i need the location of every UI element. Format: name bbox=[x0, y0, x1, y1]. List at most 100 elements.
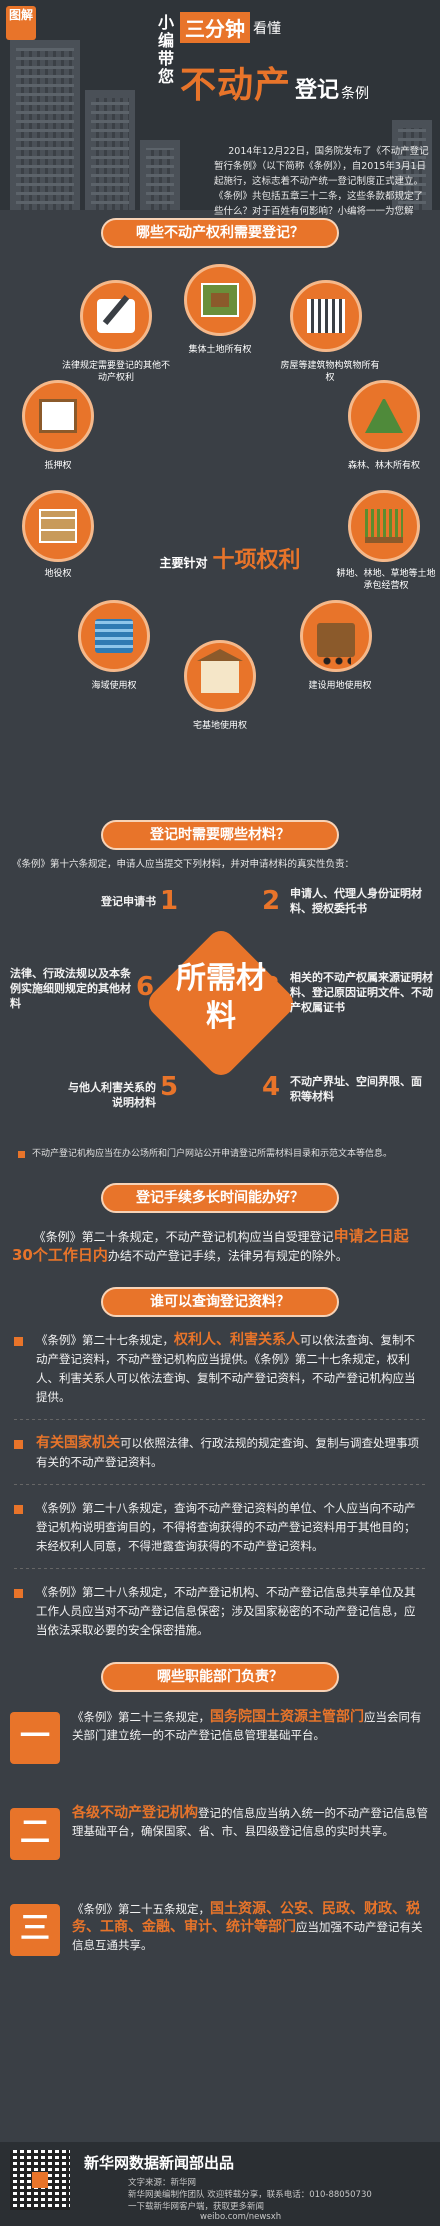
footer-title: 新华网数据新闻部出品 bbox=[84, 2154, 235, 2172]
right-circle bbox=[348, 380, 420, 452]
bullet-icon bbox=[14, 1440, 23, 1449]
grass-icon bbox=[365, 509, 403, 543]
divider bbox=[14, 1568, 426, 1569]
right-circle bbox=[184, 264, 256, 336]
department-number: 一 bbox=[10, 1712, 60, 1764]
right-label: 法律规定需要登记的其他不动产权利 bbox=[61, 361, 170, 383]
bullet-icon bbox=[18, 1151, 25, 1158]
weibo-link[interactable]: weibo.com/newsxh bbox=[200, 2212, 282, 2222]
building-icon bbox=[85, 90, 135, 210]
title-line-2: 不动产 登记 条例 bbox=[180, 56, 369, 108]
right-label: 森林、林木所有权 bbox=[347, 461, 420, 471]
material-text: 相关的不动产权属来源证明材料、登记原因证明文件、不动产权属证书 bbox=[290, 971, 433, 1014]
tree-icon bbox=[365, 399, 403, 433]
right-circle bbox=[184, 640, 256, 712]
section-title: 登记手续多长时间能办好？ bbox=[101, 1183, 339, 1213]
department-number: 二 bbox=[10, 1808, 60, 1860]
material-number: 2 bbox=[262, 886, 281, 916]
right-label: 地役权 bbox=[44, 569, 72, 579]
section-title: 哪些不动产权利需要登记？ bbox=[101, 218, 339, 248]
material-number: 6 bbox=[136, 972, 155, 1002]
right-label: 宅基地使用权 bbox=[192, 721, 247, 731]
building-icon bbox=[10, 40, 80, 210]
section-deadline: 登记手续多长时间能办好？ 《条例》第二十条规定，不动产登记机构应当自受理登记申请… bbox=[0, 1183, 440, 1265]
title-big: 不动产 bbox=[180, 65, 292, 106]
bullet-icon bbox=[14, 1337, 23, 1346]
material-number: 3 bbox=[262, 972, 281, 1002]
pencil-icon bbox=[97, 299, 135, 333]
material-text: 与他人利害关系的说明材料 bbox=[68, 1081, 156, 1109]
house-icon bbox=[197, 649, 243, 693]
right-circle bbox=[290, 280, 362, 352]
title-tail: 条例 bbox=[341, 86, 370, 102]
badge: 图解 bbox=[6, 6, 36, 40]
right-label: 建设用地使用权 bbox=[308, 681, 372, 691]
building-icon bbox=[392, 120, 432, 210]
right-label: 海域使用权 bbox=[91, 681, 137, 691]
footer-line: 一下载新华网客户端，获取更多新闻 bbox=[128, 2202, 265, 2212]
deadline-text: 《条例》第二十条规定，不动产登记机构应当自受理登记申请之日起30个工作日内办结不… bbox=[12, 1227, 409, 1264]
land-icon bbox=[201, 283, 239, 317]
footer: 新华网数据新闻部出品 文字来源：新华网 新华网美编制作团队 欢迎转载分享，联系电… bbox=[0, 2142, 440, 2226]
section-rights: 哪些不动产权利需要登记？ 法律规定需要登记的其他不动产权利 集体土地所有权 房屋… bbox=[0, 218, 440, 820]
material-number: 1 bbox=[160, 886, 179, 916]
divider bbox=[14, 1419, 426, 1420]
query-item: 《条例》第二十七条规定，权利人、利害关系人可以依法查询、复制不动产登记资料，不动… bbox=[0, 1331, 440, 1407]
bullet-icon bbox=[14, 1589, 23, 1598]
header: 图解 小编带您 三分钟 看懂 不动产 登记 条例 2014年12月22日，国务院… bbox=[0, 0, 440, 232]
section-materials: 登记时需要哪些材料？ 《条例》第十六条规定，申请人应当提交下列材料，并对申请材料… bbox=[0, 820, 440, 1161]
materials-intro: 《条例》第十六条规定，申请人应当提交下列材料，并对申请材料的真实性负责： bbox=[12, 859, 355, 870]
material-text: 申请人、代理人身份证明材料、授权委托书 bbox=[290, 887, 422, 915]
right-circle bbox=[348, 490, 420, 562]
title-mid: 登记 bbox=[295, 78, 340, 103]
department-number: 三 bbox=[10, 1904, 60, 1956]
query-item: 《条例》第二十八条规定，查询不动产登记资料的单位、个人应当向不动产登记机构说明查… bbox=[0, 1499, 440, 1556]
section-title: 哪些职能部门负责？ bbox=[101, 1662, 339, 1692]
truck-icon bbox=[317, 623, 355, 665]
section-title: 登记时需要哪些材料？ bbox=[101, 820, 339, 850]
department-item: 一 《条例》第二十三条规定，国务院国土资源主管部门应当会同有关部门建立统一的不动… bbox=[0, 1708, 440, 1794]
right-circle bbox=[22, 380, 94, 452]
material-number: 5 bbox=[160, 1072, 179, 1102]
right-label: 抵押权 bbox=[44, 461, 72, 471]
section-title: 谁可以查询登记资料？ bbox=[101, 1287, 339, 1317]
right-label: 房屋等建筑物构筑物所有权 bbox=[280, 361, 380, 383]
bullet-icon bbox=[14, 1505, 23, 1514]
center-a: 主要针对 bbox=[159, 556, 208, 570]
right-circle bbox=[78, 600, 150, 672]
center-text: 主要针对 十项权利 bbox=[130, 542, 330, 574]
department-item: 三 《条例》第二十五条规定，国土资源、公安、民政、财政、税务、工商、金融、审计、… bbox=[0, 1900, 440, 1996]
section-departments: 哪些职能部门负责？ 一 《条例》第二十三条规定，国务院国土资源主管部门应当会同有… bbox=[0, 1662, 440, 1996]
materials-diagram: 所需材料 1 登记申请书 2 申请人、代理人身份证明材料、授权委托书 3 相关的… bbox=[0, 872, 440, 1142]
grid-icon bbox=[39, 509, 77, 543]
house-icon bbox=[39, 399, 77, 433]
material-text: 法律、行政法规以及本条例实施细则规定的其他材料 bbox=[10, 967, 131, 1010]
material-text: 不动产界址、空间界限、面积等材料 bbox=[290, 1075, 422, 1103]
divider bbox=[14, 1484, 426, 1485]
footer-line: 新华网美编制作团队 欢迎转载分享，联系电话：010-88050730 bbox=[128, 2190, 372, 2200]
query-item: 《条例》第二十八条规定，不动产登记机构、不动产登记信息共享单位及其工作人员应当对… bbox=[0, 1583, 440, 1640]
right-label: 集体土地所有权 bbox=[188, 345, 252, 355]
material-text: 登记申请书 bbox=[101, 895, 156, 908]
title-highlight: 三分钟 bbox=[180, 12, 250, 43]
department-item: 二 各级不动产登记机构登记的信息应当纳入统一的不动产登记信息管理基础平台，确保国… bbox=[0, 1804, 440, 1890]
title-line-1: 三分钟 看懂 bbox=[180, 12, 281, 43]
material-number: 4 bbox=[262, 1072, 281, 1102]
xiaobian-label: 小编带您 bbox=[158, 13, 175, 86]
materials-note: 不动产登记机构应当在办公场所和门户网站公开申请登记所需材料目录和示范文本等信息。 bbox=[0, 1148, 440, 1161]
right-label: 耕地、林地、草地等土地承包经营权 bbox=[336, 569, 436, 591]
building-icon bbox=[140, 140, 180, 210]
footer-line: 文字来源：新华网 bbox=[128, 2178, 197, 2188]
right-circle bbox=[300, 600, 372, 672]
rights-ring: 法律规定需要登记的其他不动产权利 集体土地所有权 房屋等建筑物构筑物所有权 森林… bbox=[0, 260, 440, 820]
materials-center: 所需材料 bbox=[176, 961, 266, 1034]
query-item: 有关国家机关可以依照法律、行政法规的规定查询、复制与调查处理事项有关的不动产登记… bbox=[0, 1434, 440, 1472]
right-circle bbox=[80, 280, 152, 352]
right-circle bbox=[22, 490, 94, 562]
section-query: 谁可以查询登记资料？ 《条例》第二十七条规定，权利人、利害关系人可以依法查询、复… bbox=[0, 1287, 440, 1640]
title-small: 看懂 bbox=[253, 20, 281, 37]
center-b: 十项权利 bbox=[212, 548, 301, 573]
sea-icon bbox=[95, 619, 133, 653]
building-icon bbox=[307, 299, 345, 333]
